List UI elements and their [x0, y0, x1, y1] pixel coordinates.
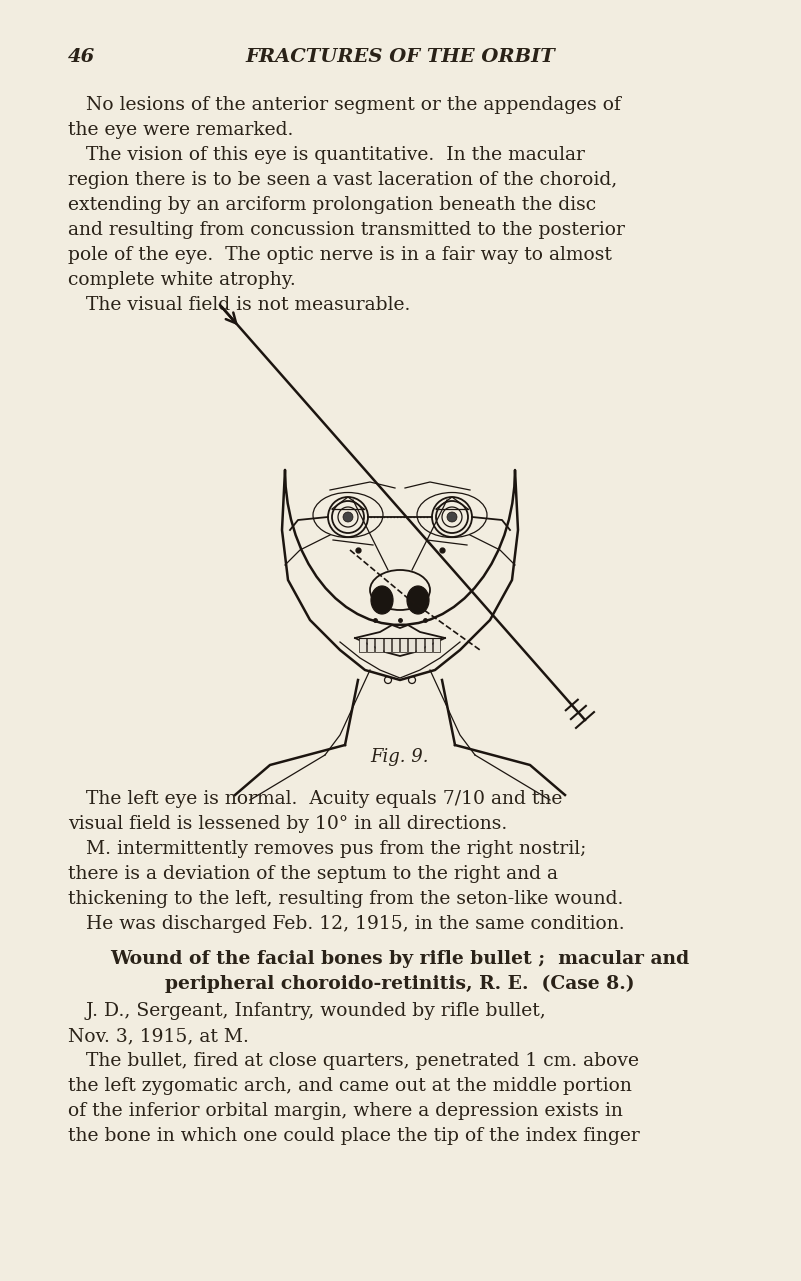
Text: and resulting from concussion transmitted to the posterior: and resulting from concussion transmitte…: [68, 222, 625, 240]
Text: M. intermittently removes pus from the right nostril;: M. intermittently removes pus from the r…: [68, 840, 586, 858]
Text: The vision of this eye is quantitative.  In the macular: The vision of this eye is quantitative. …: [68, 146, 585, 164]
Text: Nov. 3, 1915, at M.: Nov. 3, 1915, at M.: [68, 1027, 249, 1045]
Bar: [359, 638, 366, 652]
Text: The visual field is not measurable.: The visual field is not measurable.: [68, 296, 410, 314]
Text: extending by an arciform prolongation beneath the disc: extending by an arciform prolongation be…: [68, 196, 596, 214]
Text: the bone in which one could place the tip of the index finger: the bone in which one could place the ti…: [68, 1127, 640, 1145]
Text: Fig. 9.: Fig. 9.: [371, 748, 429, 766]
Bar: [425, 638, 432, 652]
Bar: [409, 638, 416, 652]
Text: The left eye is normal.  Acuity equals 7/10 and the: The left eye is normal. Acuity equals 7/…: [68, 790, 562, 808]
Text: Wound of the facial bones by rifle bullet ;  macular and: Wound of the facial bones by rifle bulle…: [111, 951, 690, 968]
Text: FRACTURES OF THE ORBIT: FRACTURES OF THE ORBIT: [245, 47, 555, 67]
Circle shape: [343, 512, 353, 521]
Ellipse shape: [407, 585, 429, 614]
Text: J. D., Sergeant, Infantry, wounded by rifle bullet,: J. D., Sergeant, Infantry, wounded by ri…: [68, 1002, 545, 1020]
Bar: [367, 638, 374, 652]
Text: the eye were remarked.: the eye were remarked.: [68, 120, 293, 140]
Circle shape: [447, 512, 457, 521]
Text: peripheral choroido-retinitis, R. E.  (Case 8.): peripheral choroido-retinitis, R. E. (Ca…: [165, 975, 634, 993]
Bar: [384, 638, 391, 652]
Ellipse shape: [371, 585, 393, 614]
Bar: [376, 638, 383, 652]
Text: The bullet, fired at close quarters, penetrated 1 cm. above: The bullet, fired at close quarters, pen…: [68, 1052, 639, 1070]
Bar: [400, 638, 407, 652]
Bar: [392, 638, 399, 652]
Text: visual field is lessened by 10° in all directions.: visual field is lessened by 10° in all d…: [68, 815, 507, 833]
Text: there is a deviation of the septum to the right and a: there is a deviation of the septum to th…: [68, 865, 558, 883]
Bar: [433, 638, 440, 652]
Text: complete white atrophy.: complete white atrophy.: [68, 272, 296, 290]
Text: thickening to the left, resulting from the seton-like wound.: thickening to the left, resulting from t…: [68, 890, 623, 908]
Text: pole of the eye.  The optic nerve is in a fair way to almost: pole of the eye. The optic nerve is in a…: [68, 246, 612, 264]
Text: 46: 46: [68, 47, 95, 67]
Text: He was discharged Feb. 12, 1915, in the same condition.: He was discharged Feb. 12, 1915, in the …: [68, 915, 625, 933]
Text: No lesions of the anterior segment or the appendages of: No lesions of the anterior segment or th…: [68, 96, 621, 114]
Bar: [417, 638, 424, 652]
Text: the left zygomatic arch, and came out at the middle portion: the left zygomatic arch, and came out at…: [68, 1077, 632, 1095]
Text: region there is to be seen a vast laceration of the choroid,: region there is to be seen a vast lacera…: [68, 170, 618, 190]
Text: of the inferior orbital margin, where a depression exists in: of the inferior orbital margin, where a …: [68, 1102, 623, 1120]
